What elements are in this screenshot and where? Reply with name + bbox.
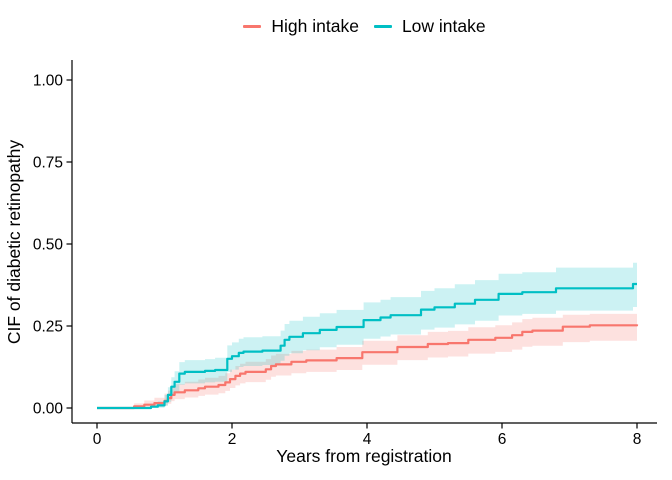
y-tick-label: 0.75 bbox=[33, 154, 63, 171]
x-tick-label: 6 bbox=[498, 431, 507, 448]
confidence-band-high-intake bbox=[97, 312, 637, 408]
step-line-low-intake bbox=[97, 282, 637, 410]
legend: High intake Low intake bbox=[72, 15, 657, 37]
legend-key-line-low-intake bbox=[373, 24, 392, 28]
legend-item-low-intake: Low intake bbox=[373, 15, 486, 37]
confidence-bands-layer bbox=[97, 262, 637, 408]
step-line-high-intake bbox=[97, 324, 639, 410]
x-tick-label: 8 bbox=[633, 431, 642, 448]
legend-label-low-intake: Low intake bbox=[401, 16, 486, 36]
legend-item-high-intake: High intake bbox=[243, 15, 359, 37]
legend-key-line-high-intake bbox=[243, 24, 262, 28]
y-axis-title: CIF of diabetic retinopathy bbox=[4, 140, 24, 345]
y-tick-label: 1.00 bbox=[33, 72, 64, 89]
x-tick-label: 0 bbox=[93, 431, 102, 448]
y-tick-label: 0.00 bbox=[33, 400, 64, 417]
legend-label-high-intake: High intake bbox=[271, 16, 359, 36]
y-tick-label: 0.25 bbox=[33, 318, 63, 335]
axes-layer: 0.00 0.25 0.50 0.75 1.00 0 2 4 6 8 bbox=[33, 60, 657, 448]
x-tick-label: 4 bbox=[363, 431, 372, 448]
x-axis-title: Years from registration bbox=[276, 446, 451, 466]
confidence-band-low-intake bbox=[97, 262, 637, 408]
step-lines-layer bbox=[97, 282, 639, 410]
y-tick-label: 0.50 bbox=[33, 236, 64, 253]
x-tick-label: 2 bbox=[228, 431, 237, 448]
